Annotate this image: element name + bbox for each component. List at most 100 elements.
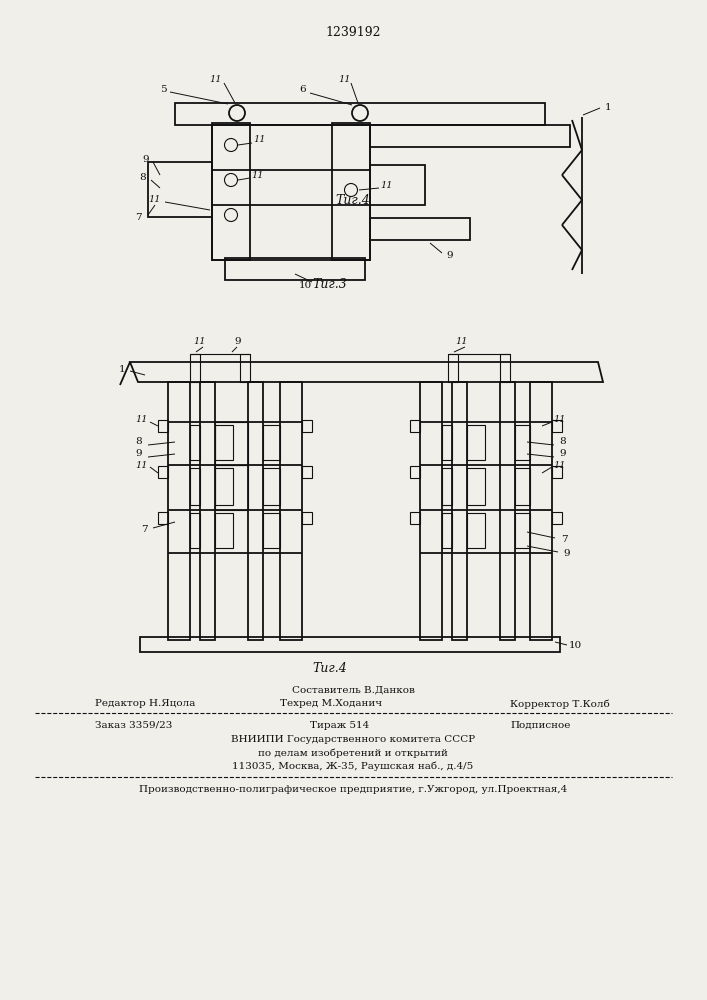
Text: 11: 11 [381, 182, 393, 190]
Bar [467, 425, 485, 460]
Bar [302, 512, 312, 524]
Bar [190, 513, 200, 548]
Bar [158, 420, 168, 432]
Text: Редактор Н.Яцола: Редактор Н.Яцола [95, 700, 195, 708]
Bar [442, 425, 452, 460]
Bar [500, 382, 515, 640]
Text: 11: 11 [136, 416, 148, 424]
Text: 9: 9 [563, 550, 571, 558]
Bar [370, 165, 425, 205]
Bar [190, 354, 200, 382]
Bar [515, 468, 530, 505]
Bar [148, 162, 212, 217]
Bar [212, 125, 370, 170]
Text: Производственно-полиграфическое предприятие, г.Ужгород, ул.Проектная,4: Производственно-полиграфическое предприя… [139, 786, 567, 794]
Bar [410, 420, 420, 432]
Text: 11: 11 [194, 338, 206, 347]
Bar [530, 382, 552, 640]
Text: 11: 11 [456, 338, 468, 347]
Bar [215, 513, 233, 548]
Text: 1: 1 [119, 365, 125, 374]
Bar [263, 468, 280, 505]
Text: 11: 11 [252, 170, 264, 180]
Bar [200, 382, 215, 640]
Bar [452, 382, 467, 640]
Text: 10: 10 [298, 282, 312, 290]
Text: Τиг.3: Τиг.3 [312, 278, 347, 292]
Text: Τиг.4: Τиг.4 [312, 662, 347, 674]
Text: Тираж 514: Тираж 514 [310, 720, 369, 730]
Bar [212, 205, 370, 260]
Text: 9: 9 [136, 450, 142, 458]
Text: 11: 11 [210, 76, 222, 85]
Bar [190, 468, 200, 505]
Bar [212, 123, 250, 260]
Bar [215, 422, 248, 465]
Text: 10: 10 [568, 642, 582, 650]
Bar [410, 466, 420, 478]
Text: 1239192: 1239192 [325, 25, 381, 38]
Bar [370, 125, 570, 147]
Bar [240, 354, 250, 382]
Text: 9: 9 [447, 251, 453, 260]
Text: ВНИИПИ Государственного комитета СССР: ВНИИПИ Государственного комитета СССР [231, 736, 475, 744]
Bar [158, 512, 168, 524]
Bar [190, 425, 200, 460]
Bar [467, 513, 485, 548]
Bar [552, 420, 562, 432]
Text: 11: 11 [254, 135, 267, 144]
Text: 113035, Москва, Ж-35, Раушская наб., д.4/5: 113035, Москва, Ж-35, Раушская наб., д.4… [233, 761, 474, 771]
Bar [263, 513, 280, 548]
Bar [515, 513, 530, 548]
Bar [442, 468, 452, 505]
Text: 9: 9 [560, 450, 566, 458]
Bar [263, 425, 280, 460]
Bar [168, 382, 190, 640]
Text: 5: 5 [160, 86, 166, 95]
Text: 11: 11 [148, 196, 161, 205]
Text: 11: 11 [554, 416, 566, 424]
Bar [158, 466, 168, 478]
Text: по делам изобретений и открытий: по делам изобретений и открытий [258, 748, 448, 758]
Bar [248, 382, 263, 640]
Text: 8: 8 [560, 438, 566, 446]
Bar [215, 465, 248, 510]
Text: 11: 11 [136, 462, 148, 471]
Text: 8: 8 [136, 438, 142, 446]
Text: 7: 7 [141, 526, 147, 534]
Text: Подписное: Подписное [510, 720, 571, 730]
Bar [140, 637, 560, 652]
Text: 6: 6 [300, 86, 306, 95]
Bar [410, 512, 420, 524]
Text: 9: 9 [235, 338, 241, 347]
Bar [420, 382, 442, 640]
Text: Τиг.4: Τиг.4 [336, 194, 370, 207]
Bar [552, 512, 562, 524]
Text: Техред М.Ходанич: Техред М.Ходанич [280, 700, 382, 708]
Bar [215, 468, 233, 505]
Text: 8: 8 [140, 174, 146, 182]
Bar [225, 258, 365, 280]
Text: Корректор Т.Колб: Корректор Т.Колб [510, 699, 609, 709]
Bar [215, 425, 233, 460]
Bar [302, 420, 312, 432]
Text: 1: 1 [604, 103, 612, 111]
Text: 7: 7 [135, 213, 141, 222]
Bar [552, 466, 562, 478]
Text: 11: 11 [339, 76, 351, 85]
Text: Заказ 3359/23: Заказ 3359/23 [95, 720, 173, 730]
Text: 9: 9 [143, 155, 149, 164]
Bar [442, 513, 452, 548]
Bar [515, 425, 530, 460]
Bar [302, 466, 312, 478]
Bar [448, 354, 458, 382]
Bar [332, 123, 370, 260]
Text: 7: 7 [561, 536, 567, 544]
Bar [500, 354, 510, 382]
Text: 11: 11 [554, 462, 566, 471]
Bar [280, 382, 302, 640]
Bar [175, 103, 545, 125]
Bar [467, 468, 485, 505]
Text: Составитель В.Данков: Составитель В.Данков [291, 686, 414, 694]
Bar [370, 218, 470, 240]
